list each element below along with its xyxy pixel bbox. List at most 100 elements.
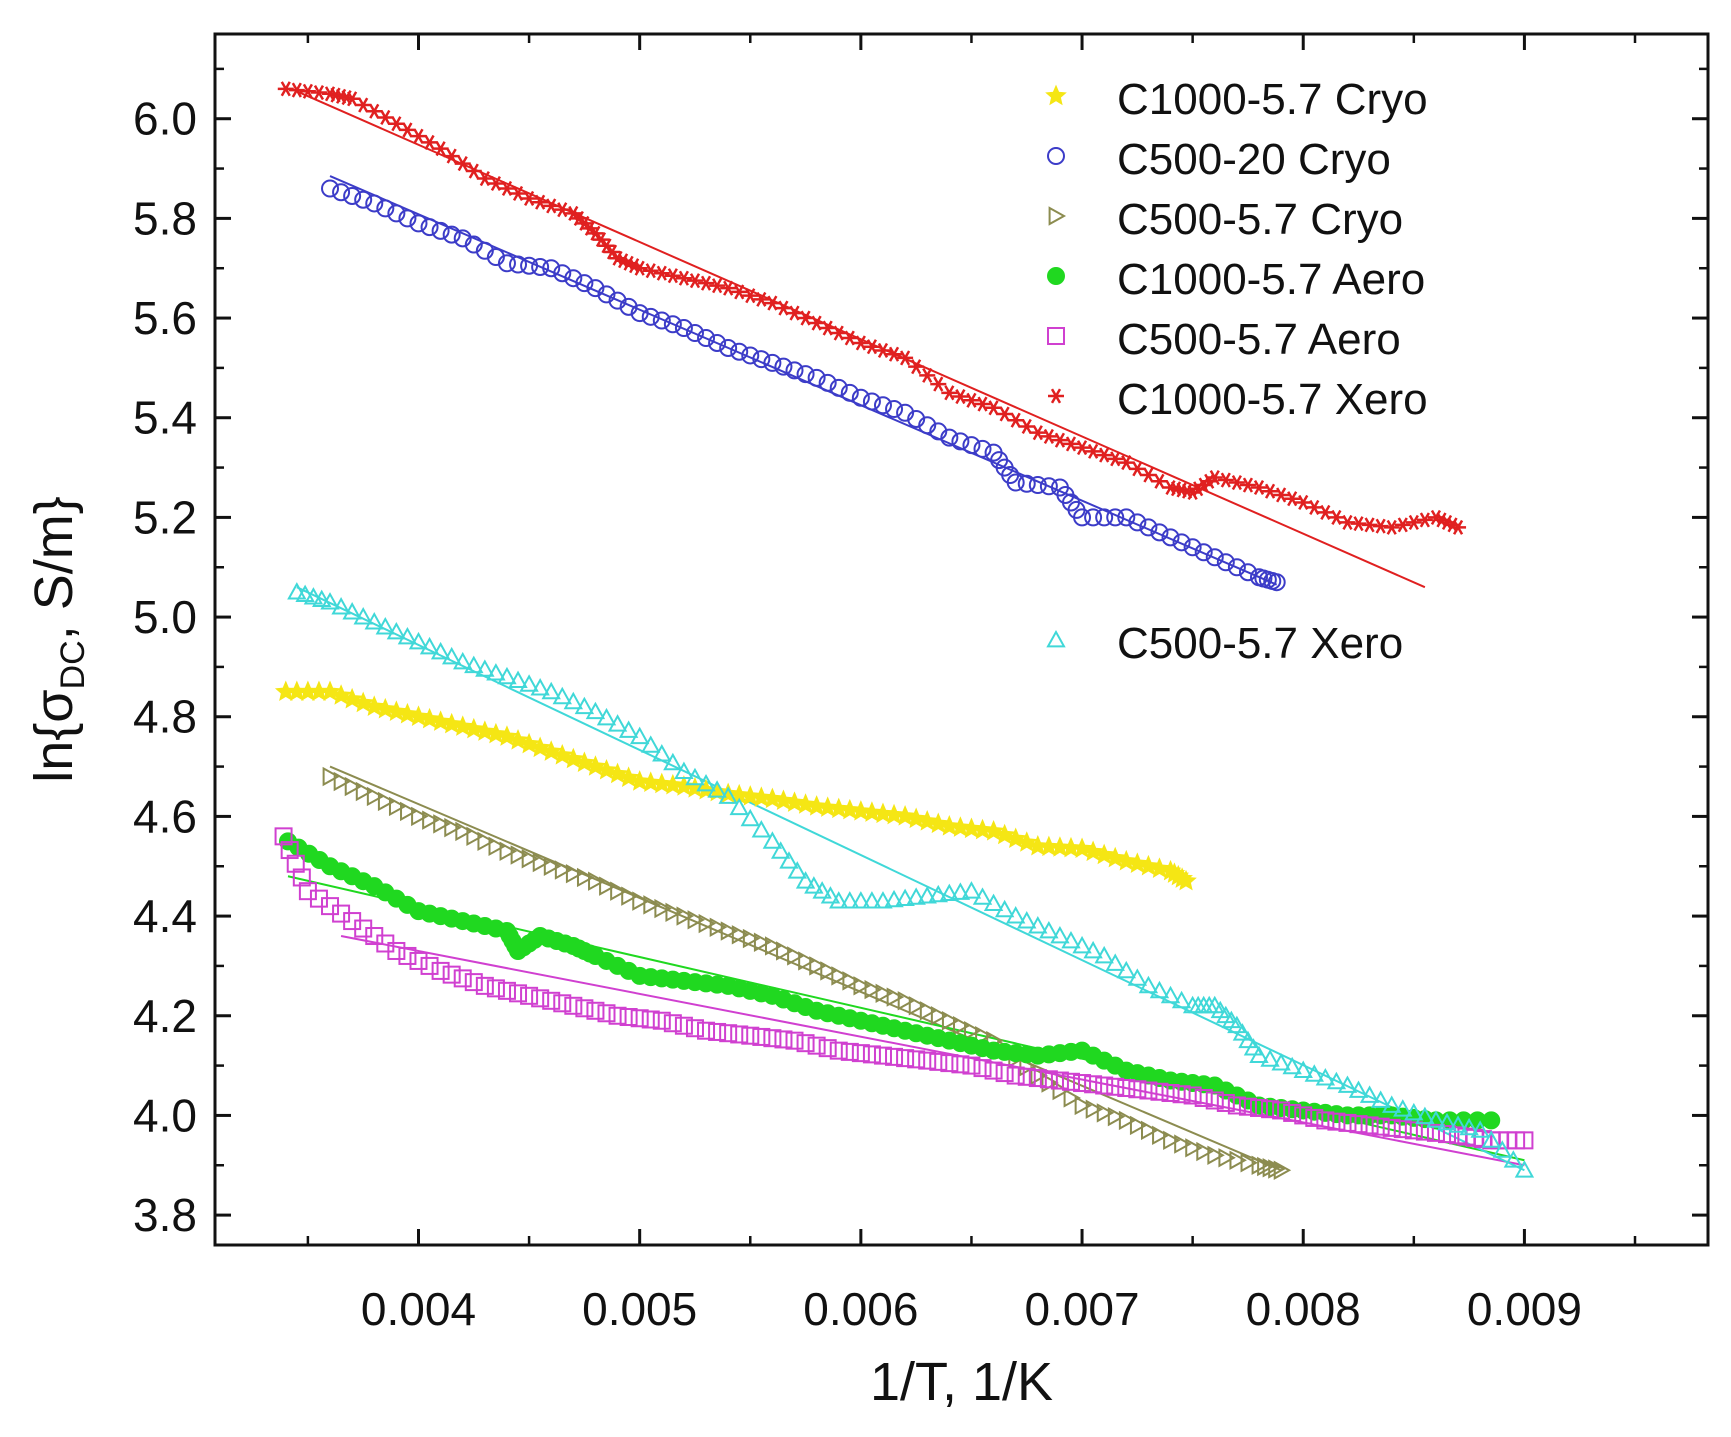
data-point: [596, 707, 617, 726]
data-point: [1221, 1010, 1242, 1029]
data-point: [927, 812, 950, 834]
data-point: [295, 584, 315, 603]
data-point: [1450, 519, 1467, 535]
data-point: [585, 701, 606, 720]
data-point: [641, 735, 661, 753]
data-point: [1074, 1095, 1093, 1116]
data-point: [1393, 1099, 1413, 1117]
data-point: [1238, 1097, 1257, 1116]
data-point: [996, 406, 1013, 422]
legend-marker: [1048, 388, 1064, 404]
data-point: [697, 1021, 716, 1040]
data-point: [1005, 906, 1026, 924]
data-point: [641, 307, 660, 326]
data-point: [886, 987, 905, 1007]
data-point: [808, 315, 825, 331]
data-point: [952, 388, 969, 405]
data-point: [1006, 1066, 1025, 1085]
data-point: [1328, 509, 1345, 525]
data-point: [798, 951, 816, 971]
data-point: [388, 116, 405, 132]
data-point: [1052, 1080, 1070, 1101]
data-point: [292, 868, 311, 887]
data-point: [628, 770, 651, 791]
data-point: [1268, 1159, 1286, 1179]
data-point: [575, 274, 594, 293]
data-point: [851, 1044, 870, 1063]
legend-marker: [1047, 327, 1065, 345]
data-point: [1095, 508, 1114, 527]
data-point: [333, 771, 352, 792]
data-point: [1129, 461, 1146, 477]
data-point: [355, 97, 372, 113]
data-point: [1061, 930, 1081, 949]
data-point: [739, 785, 762, 806]
data-point: [366, 786, 385, 807]
data-point: [731, 925, 750, 945]
tick-labels: 0.004 0.005 0.006 0.007 0.008 0.009 3.8 4.0 4.2 4…: [133, 93, 1582, 1335]
data-point: [1062, 436, 1079, 452]
data-point: [1171, 990, 1192, 1009]
data-point: [742, 288, 759, 304]
data-point: [1104, 846, 1127, 868]
data-point: [1415, 1106, 1435, 1125]
data-point: [1382, 1118, 1401, 1137]
data-point: [574, 696, 595, 715]
x-tick-label: 0.008: [1246, 1283, 1361, 1335]
data-point: [1416, 512, 1433, 528]
legend-label: C500-5.7 Xero: [1117, 619, 1403, 668]
data-point: [575, 999, 594, 1018]
data-point: [752, 350, 771, 369]
data-point: [654, 898, 672, 919]
data-point: [1515, 1131, 1534, 1150]
data-point: [498, 180, 515, 197]
data-point: [1250, 479, 1267, 496]
data-point: [1071, 837, 1093, 859]
data-point: [331, 597, 351, 615]
data-point: [274, 827, 293, 846]
data-point: [629, 726, 650, 745]
data-point: [543, 198, 560, 214]
data-point: [730, 1025, 749, 1044]
data-point: [972, 887, 993, 905]
data-point: [497, 981, 516, 1000]
data-point: [1404, 1102, 1424, 1121]
data-point: [886, 346, 903, 362]
data-point: [375, 616, 396, 635]
data-point: [829, 378, 848, 397]
data-point: [761, 787, 784, 809]
x-tick-label: 0.004: [361, 1283, 476, 1335]
data-point: [809, 956, 827, 976]
data-point: [1194, 1088, 1213, 1107]
data-point: [919, 1001, 938, 1021]
data-point: [432, 141, 449, 157]
data-point: [531, 989, 550, 1008]
data-point: [753, 291, 770, 307]
data-point: [462, 717, 485, 739]
data-point: [1238, 563, 1257, 582]
data-point: [411, 806, 429, 827]
data-point: [1140, 467, 1157, 483]
data-point: [430, 641, 451, 660]
data-point: [1039, 1070, 1058, 1089]
data-point: [762, 831, 783, 849]
data-point: [429, 710, 452, 731]
data-point: [455, 821, 473, 842]
data-point: [1137, 854, 1160, 876]
y-tick-label: 5.2: [133, 491, 197, 543]
data-point: [816, 796, 839, 817]
data-point: [964, 1021, 982, 1041]
data-point: [1404, 1121, 1423, 1140]
data-point: [1210, 1000, 1230, 1019]
data-point: [1007, 412, 1024, 428]
data-point: [779, 851, 799, 869]
data-point: [454, 156, 471, 172]
data-point: [1072, 935, 1092, 954]
y-tick-label: 4.2: [133, 990, 197, 1042]
data-point: [951, 432, 970, 451]
data-point: [1028, 1069, 1047, 1088]
data-point: [576, 867, 595, 888]
x-tick-label: 0.009: [1467, 1283, 1582, 1335]
data-point: [521, 849, 540, 869]
data-point: [1227, 1096, 1246, 1115]
